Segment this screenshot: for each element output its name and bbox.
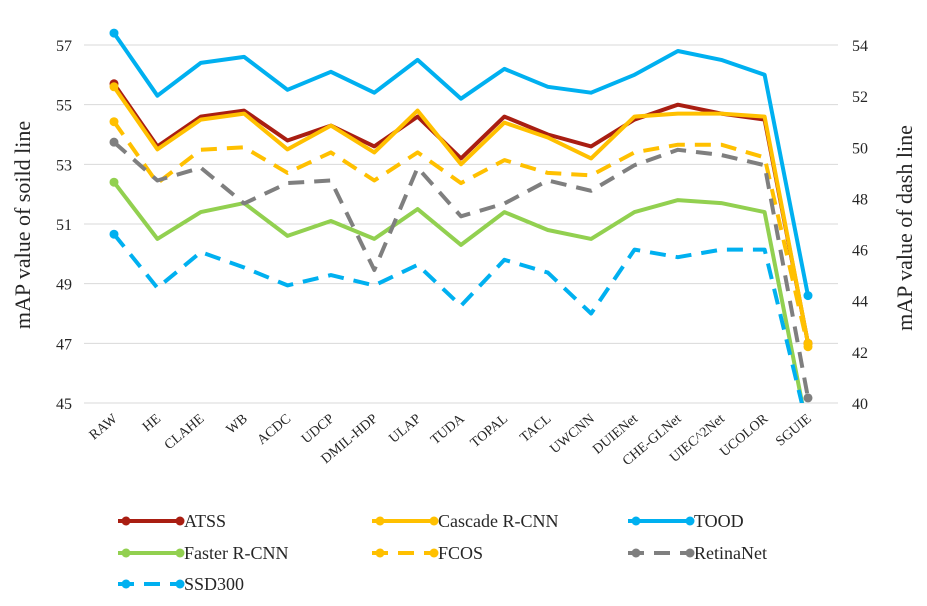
right-axis-title: mAP value of dash line <box>892 125 917 331</box>
legend-marker <box>121 516 131 526</box>
x-tick-label: ACDC <box>255 412 294 448</box>
series-point <box>803 291 813 301</box>
x-tick-label: SGUIE <box>773 412 814 450</box>
series-point <box>803 342 813 352</box>
right-tick-label: 52 <box>852 89 868 106</box>
legend-marker <box>685 516 695 526</box>
right-tick-label: 50 <box>852 140 868 157</box>
x-tick-label: UCOLOR <box>717 411 771 460</box>
series-line-cascade-r-cnn <box>112 85 810 344</box>
legend-label: RetinaNet <box>694 543 767 563</box>
legend-marker <box>121 548 131 558</box>
legend-label: ATSS <box>184 511 226 531</box>
legend-label: Cascade R-CNN <box>438 511 558 531</box>
right-axis-ticks: 40 42 44 46 48 50 52 54 <box>852 38 868 413</box>
x-tick-label: ULAP <box>387 411 425 446</box>
legend-label: TOOD <box>694 511 744 531</box>
legend-marker <box>429 516 439 526</box>
left-tick-label: 45 <box>56 396 72 413</box>
series-line-faster-r-cnn <box>112 180 805 403</box>
legend-marker <box>429 548 439 558</box>
right-tick-label: 44 <box>852 294 868 311</box>
left-tick-label: 51 <box>56 217 72 234</box>
x-tick-label: UWCNN <box>548 412 598 457</box>
left-axis-ticks: 45 47 49 51 53 55 57 <box>56 38 72 413</box>
legend-label: FCOS <box>438 543 483 563</box>
x-tick-label: TUDA <box>428 411 468 448</box>
series-line-ssd300 <box>112 232 804 403</box>
series-line-fcos <box>112 120 810 348</box>
legend-label: Faster R-CNN <box>184 543 289 563</box>
series-line-tood <box>112 31 810 296</box>
legend: ATSS Cascade R-CNN TOOD Faster R-CNN FCOS Ret… <box>118 511 767 594</box>
series-group <box>109 28 813 403</box>
legend-label: SSD300 <box>184 574 244 594</box>
legend-marker <box>175 516 185 526</box>
legend-marker <box>631 548 641 558</box>
series-line-retinanet <box>112 140 810 399</box>
legend-marker <box>631 516 641 526</box>
series-point <box>109 82 119 92</box>
legend-marker <box>375 516 385 526</box>
legend-marker <box>175 548 185 558</box>
left-tick-label: 47 <box>56 336 72 353</box>
series-point <box>109 117 119 127</box>
right-tick-label: 46 <box>852 243 868 260</box>
x-tick-label: CLAHE <box>162 412 207 453</box>
x-tick-label: RAW <box>87 411 121 443</box>
x-tick-label: TOPAL <box>468 412 511 452</box>
left-tick-label: 57 <box>56 38 72 55</box>
x-tick-label: HE <box>140 412 164 435</box>
series-point <box>109 229 119 239</box>
series-point <box>109 137 119 147</box>
right-tick-label: 42 <box>852 345 868 362</box>
left-tick-label: 49 <box>56 277 72 294</box>
series-point <box>109 28 119 38</box>
x-tick-label: UDCP <box>299 411 337 447</box>
series-line-atss <box>112 82 810 344</box>
series-point <box>109 177 119 187</box>
legend-marker <box>175 579 185 589</box>
right-tick-label: 48 <box>852 191 868 208</box>
right-tick-label: 40 <box>852 396 868 413</box>
x-tick-label: TACL <box>518 412 555 446</box>
left-tick-label: 53 <box>56 157 72 174</box>
right-tick-label: 54 <box>852 38 868 55</box>
series-point <box>803 393 813 403</box>
left-tick-label: 55 <box>56 98 72 115</box>
legend-marker <box>685 548 695 558</box>
legend-marker <box>121 579 131 589</box>
left-axis-title: mAP value of soild line <box>10 121 35 329</box>
legend-marker <box>375 548 385 558</box>
x-tick-label: WB <box>224 412 251 438</box>
